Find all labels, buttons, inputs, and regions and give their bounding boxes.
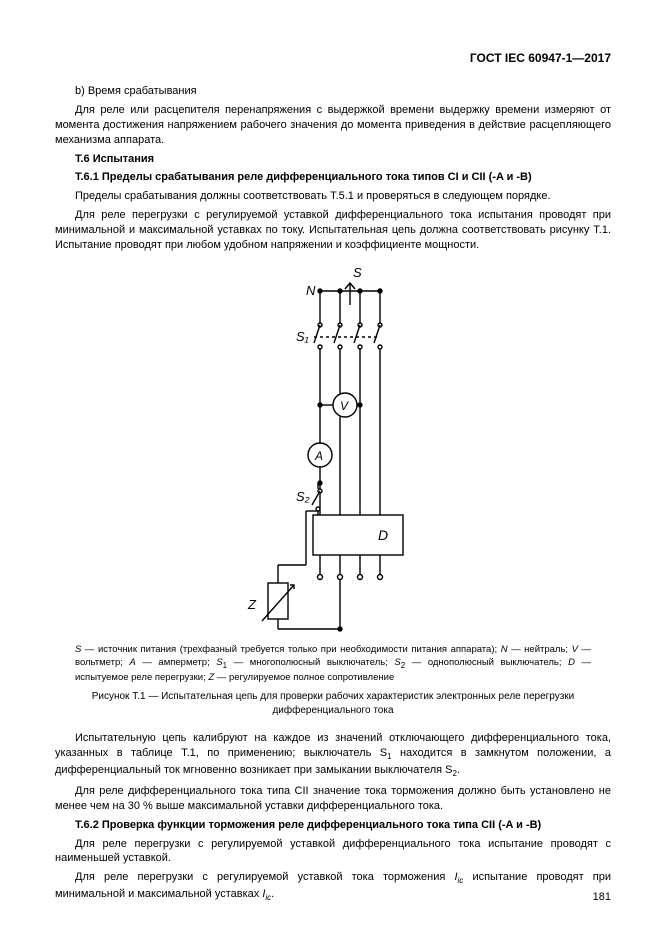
device-d-box xyxy=(313,515,403,555)
section-t61-heading: Т.6.1 Пределы срабатывания реле дифферен… xyxy=(75,171,532,183)
t62-paragraph-2: Для реле перегрузки с регулируемой устав… xyxy=(55,870,611,904)
label-N: N xyxy=(306,283,316,298)
label-Z: Z xyxy=(247,597,257,612)
after-fig-p2: Для реле дифференциального тока типа CII… xyxy=(55,784,611,814)
switch-s1 xyxy=(314,323,382,349)
ammeter: A xyxy=(308,443,332,467)
label-A: A xyxy=(314,449,323,463)
figure-legend: S — источник питания (трехфазный требует… xyxy=(75,643,591,685)
section-t62-heading: Т.6.2 Проверка функции торможения реле д… xyxy=(75,819,541,831)
label-S1: S₁ xyxy=(296,329,309,344)
section-t6-heading: Т.6 Испытания xyxy=(55,152,611,167)
item-b-title: b) Время срабатывания xyxy=(55,84,611,99)
t61-paragraph-2: Для реле перегрузки с регулируемой устав… xyxy=(55,208,611,253)
item-b-text: Для реле или расцепителя перенапряжения … xyxy=(55,103,611,148)
label-V: V xyxy=(340,399,349,413)
label-S2: S₂ xyxy=(296,489,310,504)
figure-t1: S N xyxy=(55,265,611,635)
section-t61: Т.6.1 Пределы срабатывания реле дифферен… xyxy=(55,170,611,185)
document-header: ГОСТ IEC 60947-1—2017 xyxy=(55,50,611,66)
t61-paragraph-1: Пределы срабатывания должны соответствов… xyxy=(55,189,611,204)
impedance-z xyxy=(262,583,294,621)
after-fig-p1: Испытательную цепь калибруют на каждое и… xyxy=(55,731,611,780)
label-S: S xyxy=(353,265,362,280)
t62-paragraph-1: Для реле перегрузки с регулируемой устав… xyxy=(55,837,611,867)
section-t62: Т.6.2 Проверка функции торможения реле д… xyxy=(55,818,611,833)
label-D: D xyxy=(378,527,388,543)
figure-caption: Рисунок Т.1 — Испытательная цепь для про… xyxy=(75,690,591,717)
page-number: 181 xyxy=(593,890,611,905)
circuit-diagram-svg: S N xyxy=(218,265,448,635)
voltmeter: V xyxy=(320,393,360,417)
page: ГОСТ IEC 60947-1—2017 b) Время срабатыва… xyxy=(0,0,661,935)
